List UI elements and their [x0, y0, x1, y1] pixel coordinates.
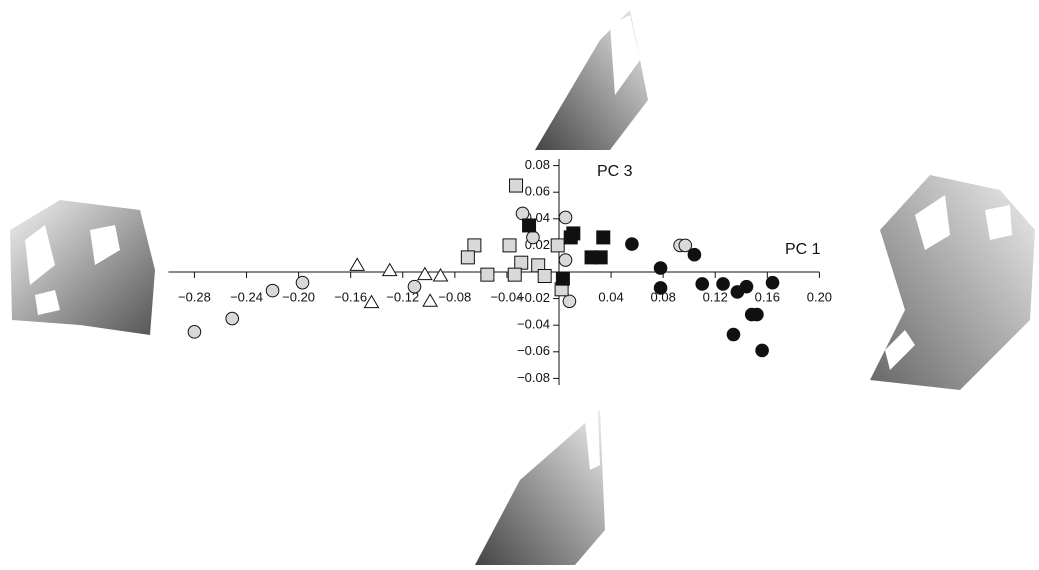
- x-tick-label: 0.12: [703, 289, 728, 304]
- x-tick-label: 0.20: [807, 289, 832, 304]
- y-tick-label: 0.08: [525, 157, 550, 172]
- shape-top: [535, 10, 648, 150]
- point: [563, 230, 578, 245]
- point: [593, 250, 608, 265]
- y-axis-title: PC 3: [597, 163, 633, 180]
- point: [755, 343, 769, 358]
- point: [417, 266, 433, 281]
- x-tick-label: 0.16: [755, 289, 780, 304]
- point: [407, 279, 422, 294]
- point: [558, 210, 573, 225]
- point: [509, 178, 524, 193]
- point: [653, 281, 668, 295]
- point: [596, 230, 611, 245]
- point: [514, 255, 529, 270]
- point: [265, 283, 280, 298]
- point: [550, 238, 565, 253]
- y-tick-label: 0.06: [525, 184, 550, 199]
- shape-right: [870, 175, 1035, 390]
- x-tick-label: −0.12: [386, 289, 419, 304]
- point: [432, 267, 449, 282]
- point: [695, 277, 710, 291]
- point: [726, 327, 741, 342]
- x-tick-label: −0.16: [334, 289, 367, 304]
- x-tick-label: −0.04: [490, 289, 523, 304]
- point: [349, 257, 366, 271]
- point: [507, 267, 522, 282]
- point: [363, 294, 380, 309]
- point: [562, 294, 577, 309]
- point: [687, 247, 702, 262]
- plot: −0.28 −0.24 −0.20 −0.16 −0.12 −0.08 −0.04 0.04 0…: [168, 157, 832, 386]
- x-tick-label: −0.08: [438, 289, 471, 304]
- point: [225, 311, 239, 326]
- point: [460, 250, 475, 265]
- point: [653, 261, 668, 275]
- point: [558, 253, 573, 267]
- point: [467, 238, 482, 253]
- point: [522, 218, 537, 233]
- y-tick-label: −0.06: [517, 343, 550, 358]
- y-tick-label: −0.04: [517, 317, 550, 332]
- point: [187, 325, 202, 339]
- shape-left: [10, 200, 155, 335]
- point: [526, 230, 540, 245]
- point: [716, 277, 730, 291]
- point: [625, 237, 639, 251]
- point: [555, 271, 570, 286]
- point: [739, 279, 754, 294]
- x-tick-label: −0.24: [230, 289, 263, 304]
- point: [515, 206, 530, 221]
- point: [678, 238, 693, 253]
- x-tick-label: −0.20: [282, 289, 315, 304]
- point: [295, 275, 310, 290]
- x-axis-title: PC 1: [785, 241, 821, 258]
- x-tick-label: −0.28: [178, 289, 211, 304]
- y-tick-label: −0.02: [517, 290, 550, 305]
- point: [381, 262, 398, 277]
- point: [750, 307, 764, 322]
- point: [765, 275, 780, 290]
- y-tick-label: −0.08: [517, 370, 550, 385]
- point: [537, 268, 552, 283]
- point: [502, 238, 517, 253]
- point: [480, 267, 495, 282]
- shape-bottom: [475, 410, 605, 565]
- x-tick-label: 0.04: [598, 289, 623, 304]
- point: [422, 293, 438, 307]
